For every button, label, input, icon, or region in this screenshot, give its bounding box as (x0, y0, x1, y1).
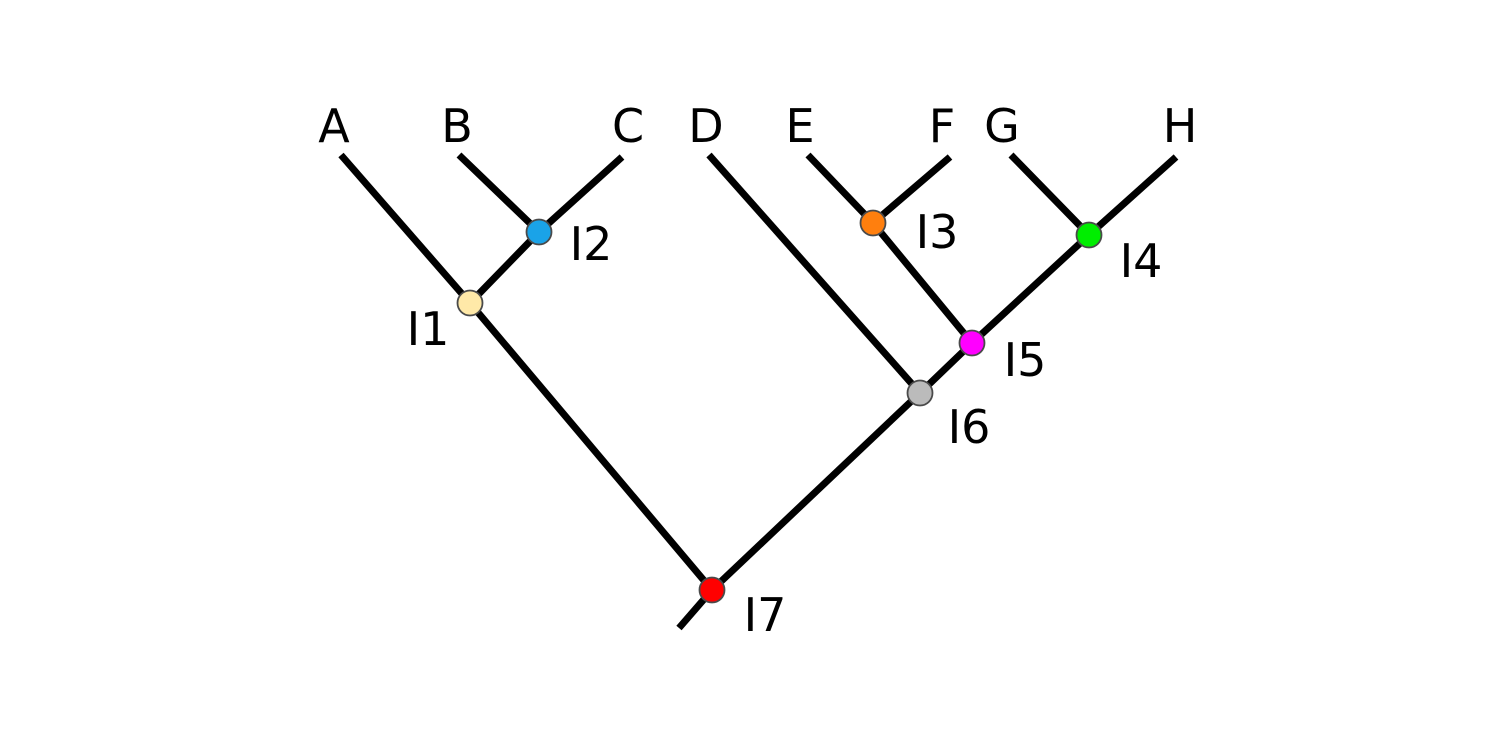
internal-nodes (456, 209, 1103, 604)
tip-label-d: D (688, 99, 723, 153)
node-i6-dot (906, 379, 934, 407)
branch-i3-e (805, 152, 876, 226)
branch-i2-b (456, 152, 542, 235)
branch-i7-i6 (709, 390, 923, 593)
branch-i4-h (1086, 154, 1179, 238)
branch-i5-i4 (969, 232, 1092, 346)
node-i2-dot (525, 218, 553, 246)
tip-label-c: C (612, 99, 644, 153)
node-i7-dot (698, 576, 726, 604)
node-label-i6: I6 (948, 400, 991, 454)
tip-label-g: G (984, 99, 1020, 153)
branch-i1-i2 (467, 229, 542, 306)
node-i4-dot (1075, 221, 1103, 249)
branch-i5-i3 (870, 220, 975, 346)
node-label-i1: I1 (407, 302, 450, 356)
tip-label-f: F (929, 99, 955, 153)
node-label-i2: I2 (570, 217, 613, 271)
branch-i7-i1 (467, 300, 715, 593)
branch-i3-f (870, 154, 953, 226)
node-label-i3: I3 (916, 205, 959, 259)
node-i5-dot (958, 329, 986, 357)
node-label-i7: I7 (744, 588, 787, 642)
branch-i4-g (1008, 152, 1092, 238)
tip-label-e: E (785, 99, 814, 153)
node-label-i4: I4 (1120, 234, 1163, 288)
tip-label-b: B (441, 99, 473, 153)
tip-label-a: A (318, 99, 350, 153)
tip-label-h: H (1163, 99, 1198, 153)
branch-i6-d (706, 152, 923, 396)
node-label-i5: I5 (1004, 333, 1047, 387)
node-i1-dot (456, 289, 484, 317)
branch-i2-c (536, 154, 625, 235)
tree-branches (338, 152, 1179, 631)
branch-i1-a (338, 152, 473, 306)
node-i3-dot (859, 209, 887, 237)
